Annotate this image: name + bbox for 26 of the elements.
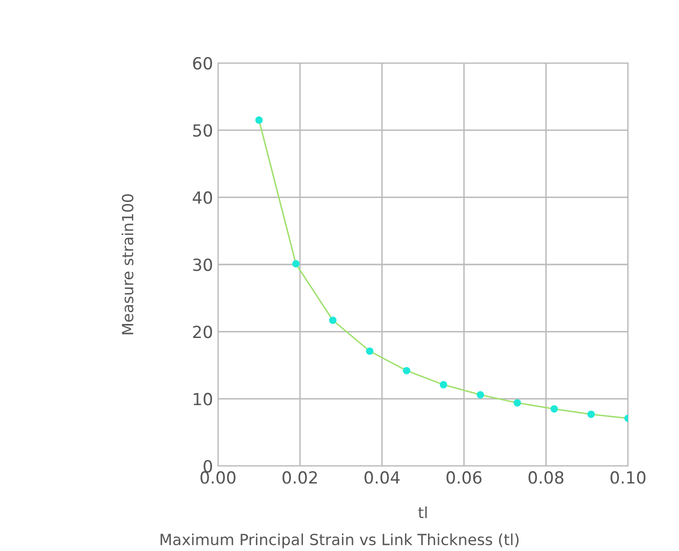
y-tick-label: 60 <box>193 56 212 70</box>
point <box>366 347 374 355</box>
x-tick-label: 0.10 <box>610 471 646 484</box>
point <box>329 316 336 324</box>
point <box>402 366 410 374</box>
x-tick-label: 0.04 <box>364 471 400 484</box>
x-tick-label: 0.06 <box>446 471 482 484</box>
y-tick-label: 20 <box>193 326 212 338</box>
text: Maximum Principal Strain vs Link Thickness (tl) <box>160 533 519 548</box>
point <box>440 381 448 388</box>
y-tick-label: 50 <box>193 124 212 137</box>
x-axis-title: tl <box>418 506 427 518</box>
point <box>292 260 300 268</box>
x-tick-label: 0.00 <box>200 471 236 484</box>
point <box>255 116 263 124</box>
point <box>587 410 595 418</box>
y-tick-label: 10 <box>194 392 212 406</box>
y-axis-title: Measure strain100 <box>122 194 134 334</box>
y-tick-label: 30 <box>193 258 212 272</box>
point <box>514 399 521 407</box>
x-tick-label: 0.08 <box>528 471 564 484</box>
point <box>550 405 558 413</box>
y-tick-label: 0 <box>204 460 212 473</box>
y-tick-label: 40 <box>192 191 212 204</box>
point <box>476 391 484 398</box>
x-tick-label: 0.02 <box>282 471 317 484</box>
